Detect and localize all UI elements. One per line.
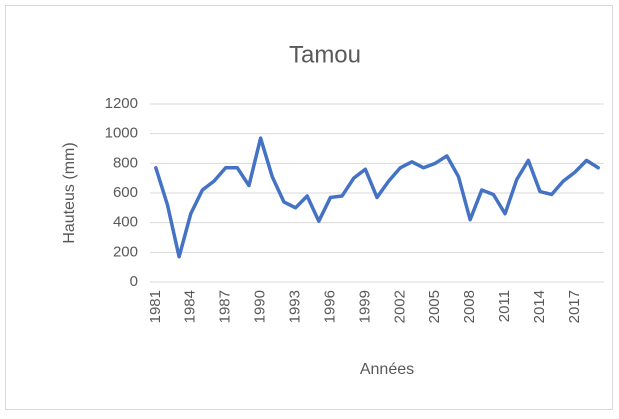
x-tick-label: 2017 <box>566 290 583 323</box>
y-tick-label: 0 <box>130 273 138 290</box>
chart-border <box>5 5 613 410</box>
y-tick-label: 1200 <box>105 95 138 112</box>
x-tick-label: 1981 <box>147 290 164 323</box>
y-tick-label: 600 <box>113 184 138 201</box>
x-tick-label: 2014 <box>531 290 548 323</box>
x-tick-label: 1993 <box>286 290 303 323</box>
x-tick-label: 1984 <box>182 290 199 323</box>
y-tick-label: 400 <box>113 214 138 231</box>
y-tick-label: 200 <box>113 243 138 260</box>
x-axis-label: Années <box>360 361 414 378</box>
x-tick-label: 1990 <box>252 290 269 323</box>
x-tick-label: 1999 <box>356 290 373 323</box>
x-tick-label: 1987 <box>217 290 234 323</box>
y-axis-label: Hauteus (mm) <box>61 142 78 243</box>
y-tick-label: 1000 <box>105 125 138 142</box>
x-tick-label: 2008 <box>461 290 478 323</box>
x-tick-label: 2002 <box>391 290 408 323</box>
chart-title: Tamou <box>289 41 361 68</box>
line-series <box>154 136 600 259</box>
x-tick-label: 2005 <box>426 290 443 323</box>
x-tick-label: 1996 <box>321 290 338 323</box>
x-tick-label: 2011 <box>496 290 513 322</box>
y-tick-label: 800 <box>113 154 138 171</box>
